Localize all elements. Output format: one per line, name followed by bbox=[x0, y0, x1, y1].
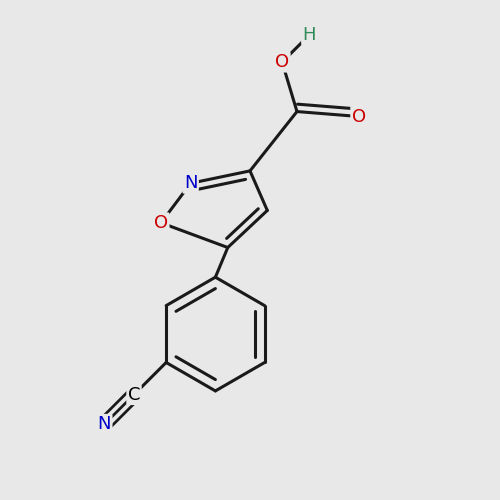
Text: O: O bbox=[154, 214, 168, 232]
Text: O: O bbox=[275, 53, 289, 71]
Text: N: N bbox=[98, 416, 111, 434]
Text: H: H bbox=[302, 26, 316, 44]
Text: O: O bbox=[352, 108, 366, 126]
Text: N: N bbox=[184, 174, 198, 192]
Text: C: C bbox=[128, 386, 140, 404]
